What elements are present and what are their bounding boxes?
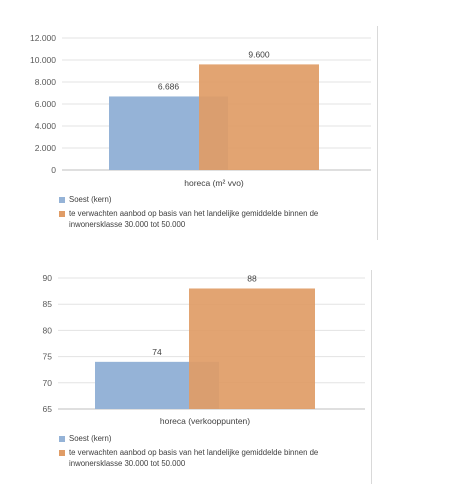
legend-swatch-expected (59, 210, 65, 217)
bar-expected (199, 64, 319, 170)
data-label: 88 (247, 273, 257, 283)
bar-expected (189, 288, 315, 409)
y-tick-label: 85 (43, 299, 53, 309)
chart-2-plot: 65 70 75 80 85 90 74 88 horeca (verkooppunten) (43, 273, 365, 426)
chart-1-legend: Soest (kern) te verwachten aanbod op bas… (59, 194, 359, 233)
x-category-label: horeca (verkooppunten) (160, 416, 250, 426)
legend-label-expected: te verwachten aanbod op basis van het la… (69, 209, 319, 229)
data-label: 9.600 (248, 49, 270, 59)
y-tick-label: 8.000 (35, 77, 57, 87)
legend-label-soest: Soest (kern) (69, 195, 112, 204)
y-tick-label: 90 (43, 273, 53, 283)
y-tick-label: 75 (43, 352, 53, 362)
y-tick-label: 80 (43, 325, 53, 335)
y-tick-label: 12.000 (30, 33, 56, 43)
legend-item-soest: Soest (kern) (59, 433, 359, 444)
y-tick-label: 65 (43, 404, 53, 414)
chart-2-legend: Soest (kern) te verwachten aanbod op bas… (59, 433, 359, 472)
legend-swatch-expected (59, 449, 65, 456)
legend-label-expected: te verwachten aanbod op basis van het la… (69, 448, 319, 468)
legend-swatch-soest (59, 196, 65, 203)
x-category-label: horeca (m² vvo) (184, 178, 244, 188)
legend-item-soest: Soest (kern) (59, 194, 359, 205)
legend-item-expected: te verwachten aanbod op basis van het la… (59, 447, 359, 469)
chart-1-plot: 0 2.000 4.000 6.000 8.000 10.000 12.000 6.686 9.… (30, 33, 371, 188)
data-label: 74 (152, 347, 162, 357)
chart-2: 65 70 75 80 85 90 74 88 horeca (verkooppunten) S… (21, 270, 372, 484)
legend-item-expected: te verwachten aanbod op basis van het la… (59, 208, 359, 230)
legend-swatch-soest (59, 435, 65, 442)
y-tick-label: 70 (43, 378, 53, 388)
data-label: 6.686 (158, 81, 180, 91)
y-tick-label: 4.000 (35, 121, 57, 131)
y-tick-label: 6.000 (35, 99, 57, 109)
y-tick-label: 0 (51, 165, 56, 175)
chart-1: 0 2.000 4.000 6.000 8.000 10.000 12.000 6.686 9.… (21, 26, 378, 240)
y-tick-label: 10.000 (30, 55, 56, 65)
legend-label-soest: Soest (kern) (69, 434, 112, 443)
y-tick-label: 2.000 (35, 143, 57, 153)
